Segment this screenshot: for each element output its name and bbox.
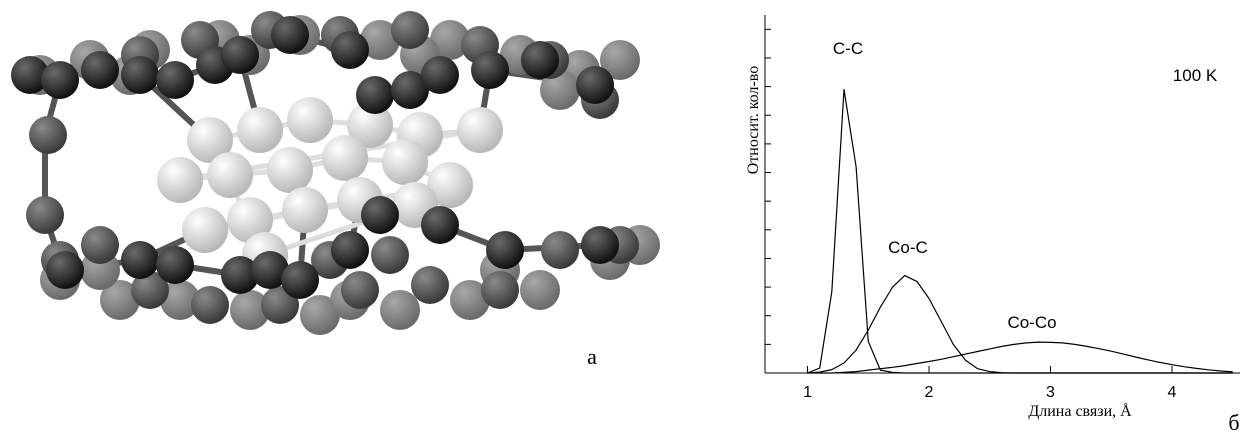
atom <box>331 231 369 269</box>
atom <box>121 241 159 279</box>
series-line <box>808 342 1233 373</box>
atom <box>471 51 509 89</box>
x-axis-label: Длина связи, Å <box>1028 402 1132 420</box>
atom <box>331 31 369 69</box>
atom <box>341 271 379 309</box>
atom <box>281 261 319 299</box>
atom <box>371 236 409 274</box>
atom <box>156 246 194 284</box>
atom <box>581 226 619 264</box>
atom <box>411 266 449 304</box>
atom <box>207 152 253 198</box>
atom <box>521 41 559 79</box>
molecule-image <box>11 11 660 335</box>
atom <box>156 61 194 99</box>
atom <box>271 16 309 54</box>
atom <box>282 187 328 233</box>
atom <box>81 51 119 89</box>
panel-label: а <box>587 344 597 369</box>
atom <box>356 76 394 114</box>
atom <box>221 36 259 74</box>
atom <box>576 66 614 104</box>
atom <box>29 116 67 154</box>
annotation: 100 K <box>1173 66 1218 85</box>
atom <box>322 135 368 181</box>
atom <box>41 61 79 99</box>
atom <box>391 11 429 49</box>
atom <box>182 207 228 253</box>
y-axis-label: Относит. кол-во <box>745 66 762 174</box>
atom <box>481 271 519 309</box>
atom <box>191 286 229 324</box>
atom <box>380 290 420 330</box>
atom <box>382 139 428 185</box>
annotation: C-C <box>833 39 863 58</box>
annotation: Co-C <box>888 238 928 257</box>
atom <box>361 196 399 234</box>
x-tick-label: 1 <box>803 384 812 401</box>
atom <box>157 157 203 203</box>
x-tick-label: 4 <box>1168 384 1177 401</box>
atom <box>81 226 119 264</box>
atom <box>520 270 560 310</box>
x-tick-label: 3 <box>1046 384 1055 401</box>
atom <box>46 251 84 289</box>
atom <box>421 56 459 94</box>
panel-label: б <box>1228 410 1239 435</box>
atom <box>237 107 283 153</box>
annotation: Co-Co <box>1007 313 1056 332</box>
atom <box>421 206 459 244</box>
atom <box>541 231 579 269</box>
atom <box>267 147 313 193</box>
atom <box>457 107 503 153</box>
figure: а б Длина связи, Å Относит. кол-во C-C C… <box>0 0 1248 437</box>
x-tick-label: 2 <box>925 384 934 401</box>
atom <box>121 56 159 94</box>
atom <box>287 97 333 143</box>
atom <box>26 196 64 234</box>
atom <box>486 231 524 269</box>
